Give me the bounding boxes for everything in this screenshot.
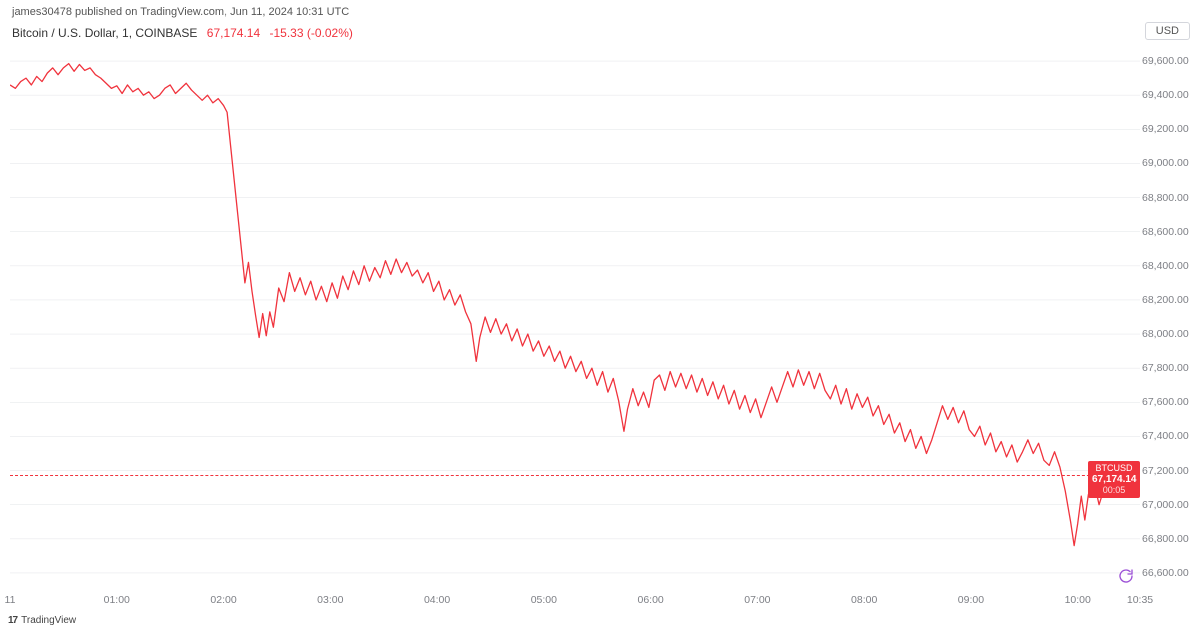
y-tick-label: 68,400.00 [1142, 260, 1189, 272]
x-tick-label: 07:00 [744, 594, 770, 606]
y-tick-label: 67,200.00 [1142, 465, 1189, 477]
y-tick-label: 69,200.00 [1142, 123, 1189, 135]
y-tick-label: 69,600.00 [1142, 55, 1189, 67]
tradingview-logo-icon: 17 [8, 615, 17, 626]
symbol-pair: Bitcoin / U.S. Dollar [12, 26, 115, 40]
symbol-change: -15.33 [270, 26, 304, 40]
x-tick-label: 04:00 [424, 594, 450, 606]
price-flag-countdown: 00:05 [1092, 485, 1136, 496]
x-tick-label: 03:00 [317, 594, 343, 606]
price-chart[interactable] [10, 44, 1140, 590]
y-tick-label: 66,600.00 [1142, 567, 1189, 579]
y-tick-label: 67,400.00 [1142, 430, 1189, 442]
x-tick-label: 01:00 [104, 594, 130, 606]
current-price-line [10, 475, 1140, 476]
x-tick-label: 10:00 [1065, 594, 1091, 606]
publish-site: TradingView.com [140, 6, 224, 18]
x-tick-label: 02:00 [210, 594, 236, 606]
y-tick-label: 67,000.00 [1142, 499, 1189, 511]
publish-date: Jun 11, 2024 10:31 UTC [230, 6, 349, 18]
symbol-price: 67,174.14 [207, 26, 260, 40]
y-tick-label: 67,600.00 [1142, 396, 1189, 408]
publish-prefix: published on [75, 6, 137, 18]
symbol-interval: 1 [122, 26, 129, 40]
price-flag-symbol: BTCUSD [1092, 463, 1136, 474]
x-tick-label: 05:00 [531, 594, 557, 606]
price-flag: BTCUSD 67,174.14 00:05 [1088, 461, 1140, 498]
symbol-line: Bitcoin / U.S. Dollar, 1, COINBASE 67,17… [12, 26, 353, 40]
footer-brand-text: TradingView [21, 615, 76, 626]
x-tick-label: 06:00 [637, 594, 663, 606]
symbol-change-pct: (-0.02%) [307, 26, 353, 40]
footer-brand: 17 TradingView [8, 615, 76, 626]
x-tick-label: 11 [5, 594, 16, 606]
y-tick-label: 66,800.00 [1142, 533, 1189, 545]
currency-selector[interactable]: USD [1145, 22, 1190, 40]
y-tick-label: 68,000.00 [1142, 328, 1189, 340]
y-tick-label: 68,200.00 [1142, 294, 1189, 306]
y-tick-label: 69,000.00 [1142, 157, 1189, 169]
x-tick-label: 10:35 [1127, 594, 1153, 606]
publish-user: james30478 [12, 6, 72, 18]
price-flag-value: 67,174.14 [1092, 474, 1136, 485]
publish-line: james30478 published on TradingView.com,… [12, 6, 349, 18]
x-axis: 1101:0002:0003:0004:0005:0006:0007:0008:… [10, 594, 1140, 610]
y-axis: 66,600.00 66,800.00 67,000.00 67,200.00 67,4… [1142, 44, 1198, 590]
symbol-exchange: COINBASE [135, 26, 197, 40]
x-tick-label: 08:00 [851, 594, 877, 606]
x-tick-label: 09:00 [958, 594, 984, 606]
y-tick-label: 68,600.00 [1142, 226, 1189, 238]
y-tick-label: 67,800.00 [1142, 362, 1189, 374]
y-tick-label: 68,800.00 [1142, 192, 1189, 204]
refresh-icon[interactable] [1118, 568, 1134, 584]
y-tick-label: 69,400.00 [1142, 89, 1189, 101]
